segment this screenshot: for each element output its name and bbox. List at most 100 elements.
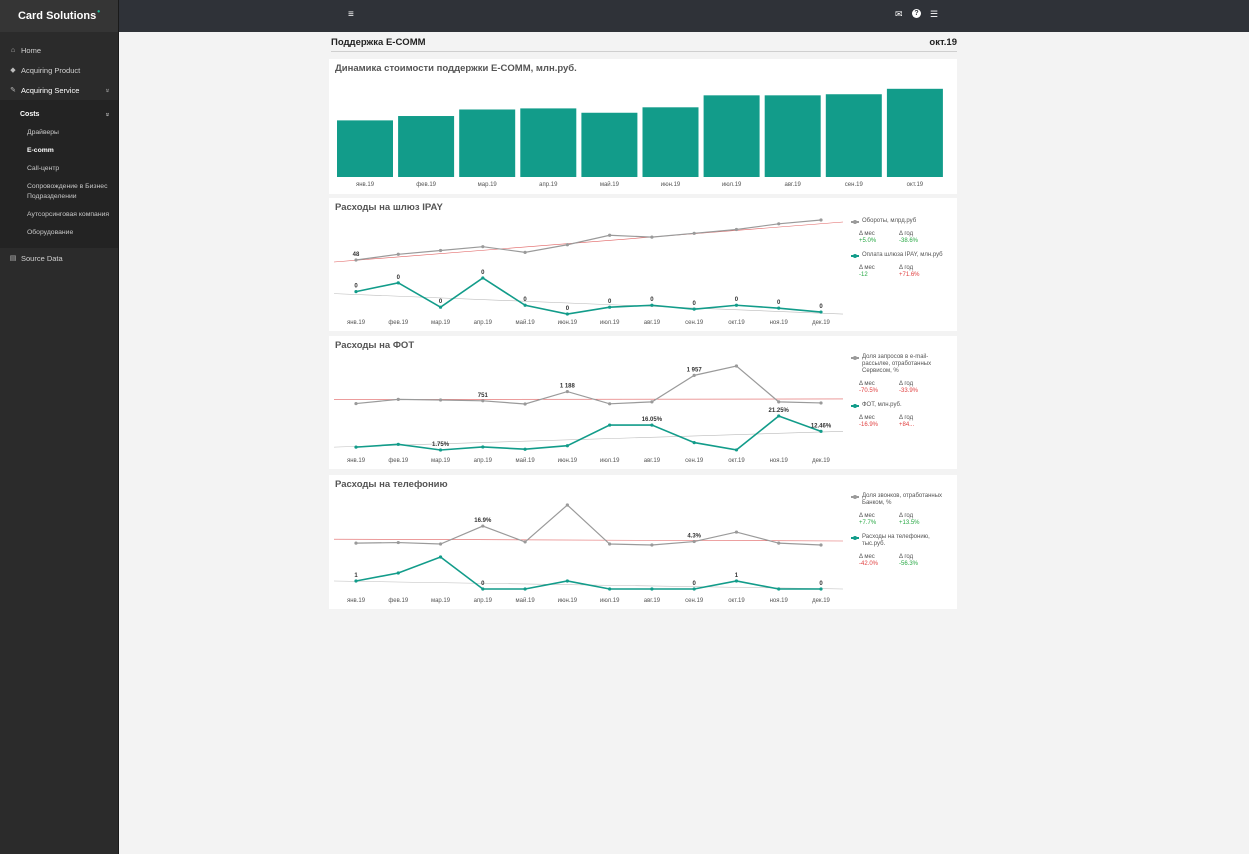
data-point — [523, 402, 527, 406]
x-tick-label: май.19 — [516, 319, 536, 326]
brand-mark: • — [97, 6, 101, 16]
data-label: 16.9% — [474, 518, 492, 524]
page-period: окт.19 — [929, 37, 957, 48]
data-label: 16.05% — [642, 417, 663, 423]
x-tick-label: фев.19 — [388, 598, 408, 604]
data-point — [354, 401, 358, 406]
data-point — [608, 587, 612, 591]
ipay-line-chart: 48 0 0 0 0 0 0 0 0 0 0 0 0 янв.19 фев.19 мар.19 апр.19 ма… — [333, 218, 844, 326]
chart-title: Динамика стоимости поддержки E-COMM, млн… — [335, 63, 577, 74]
list-icon[interactable]: ☰ — [930, 9, 939, 19]
x-tick-label: мар.19 — [431, 598, 451, 604]
sidebar-item-home[interactable]: ⌂ Home — [0, 40, 118, 60]
data-point — [481, 245, 485, 249]
delta-month-value: -16.9% — [859, 422, 879, 428]
x-tick-label: апр.19 — [539, 182, 558, 188]
data-point — [396, 281, 400, 285]
chart-bar — [337, 120, 393, 177]
card-fot: Расходы на ФОТ 751 1 188 1 957 1.75% 16.05% 2… — [329, 336, 957, 469]
data-point — [523, 303, 527, 307]
x-tick-label: июн.19 — [558, 320, 578, 326]
x-tick-label: сен.19 — [685, 458, 704, 464]
delta-year-value: -38.6% — [899, 238, 919, 244]
x-tick-label: сен.19 — [685, 598, 704, 604]
data-label: 0 — [481, 581, 485, 587]
submenu-head-label: Costs — [20, 110, 40, 118]
delta-month-header: Δ мес — [859, 381, 875, 387]
sub-item-ecomm[interactable]: E-comm — [27, 147, 54, 154]
delta-values: +7.7% +13.5% — [851, 520, 939, 526]
x-tick-label: апр.19 — [474, 458, 493, 464]
delta-values: -12 +71.6% — [851, 272, 939, 278]
sidebar-item-label: Acquiring Product — [21, 65, 81, 75]
delta-year-value: -56.3% — [899, 561, 919, 567]
data-point — [438, 542, 443, 546]
delta-month-header: Δ мес — [859, 415, 875, 421]
sub-item-business-support[interactable]: Сопровождение в Бизнес Подразделении — [27, 183, 108, 200]
mail-icon[interactable]: ✉ — [895, 9, 903, 19]
trend-line — [333, 538, 844, 542]
data-point — [523, 447, 527, 451]
data-label: 48 — [353, 252, 360, 258]
delta-values: -16.9% +84... — [851, 422, 939, 428]
delta-year-value: +13.5% — [899, 520, 920, 526]
series-line — [355, 556, 821, 590]
chart-bar — [398, 116, 455, 177]
chevron-down-icon: » — [103, 112, 111, 116]
legend-label: ФОТ, млн.руб. — [862, 402, 902, 408]
delta-values: +5.0% -38.6% — [851, 238, 939, 244]
sidebar-item-acquiring-product[interactable]: ◆ Acquiring Product — [0, 60, 118, 80]
data-point — [692, 587, 696, 591]
x-tick-label: май.19 — [516, 597, 536, 604]
data-point — [819, 310, 823, 314]
menu-toggle-icon[interactable]: ≡ — [348, 9, 354, 20]
sub-item-equipment[interactable]: Оборудование — [27, 229, 74, 236]
database-icon: ▤ — [9, 255, 17, 262]
data-point — [692, 231, 696, 235]
data-point — [777, 587, 781, 591]
sub-item-call-center[interactable]: Call-центр — [27, 165, 60, 172]
data-point — [734, 530, 739, 534]
trend-line — [333, 293, 844, 315]
data-label: 1.75% — [432, 442, 450, 448]
submenu-head-costs[interactable]: Costs » — [0, 104, 118, 124]
sidebar-item-source-data[interactable]: ▤ Source Data — [0, 248, 118, 268]
page-header: Поддержка E-COMM окт.19 — [331, 35, 957, 52]
data-label: 1 957 — [687, 367, 703, 373]
fot-legend: Доля запросов в e-mail-рассылке, отработ… — [851, 354, 946, 436]
delta-year-header: Δ год — [899, 265, 914, 271]
x-tick-label: фев.19 — [388, 320, 408, 326]
sub-item-outsourcing[interactable]: Аутсорсинговая компания — [27, 211, 110, 218]
brand-logo[interactable]: Card Solutions • — [0, 0, 118, 32]
legend-marker — [851, 535, 859, 540]
data-point — [819, 401, 823, 405]
data-label: 0 — [819, 581, 823, 587]
data-point — [650, 543, 654, 547]
delta-month-value: +5.0% — [859, 238, 877, 244]
sub-item-drivers[interactable]: Драйверы — [27, 129, 59, 136]
delta-month-value: -42.0% — [859, 561, 879, 567]
delta-year-header: Δ год — [899, 231, 914, 237]
ecomm-bar-chart: янв.19 фев.19 мар.19 апр.19 май.19 июн.19 июл.… — [337, 88, 943, 188]
sidebar-item-acquiring-service[interactable]: ✎ Acquiring Service » — [0, 80, 118, 100]
data-point — [777, 400, 781, 404]
x-tick-label: май.19 — [600, 181, 620, 188]
x-tick-label: июл.19 — [722, 182, 742, 188]
chart-bar — [825, 94, 882, 177]
data-point — [354, 541, 358, 545]
data-point — [692, 373, 696, 377]
legend-item: Доля запросов в e-mail-рассылке, отработ… — [851, 354, 946, 375]
legend-label: Доля запросов в e-mail-рассылке, отработ… — [862, 354, 932, 374]
x-tick-label: июл.19 — [600, 458, 620, 464]
trend-line — [333, 221, 844, 263]
help-icon[interactable]: ? — [912, 9, 921, 18]
page-title: Поддержка E-COMM — [331, 37, 426, 48]
data-label: 12.46% — [811, 423, 832, 429]
delta-year-value: -33.9% — [899, 388, 919, 394]
delta-values: -42.0% -56.3% — [851, 561, 939, 567]
data-point — [692, 539, 696, 544]
legend-marker — [851, 494, 859, 499]
data-point — [438, 248, 443, 253]
data-point — [734, 227, 739, 232]
x-tick-label: авг.19 — [644, 458, 661, 464]
